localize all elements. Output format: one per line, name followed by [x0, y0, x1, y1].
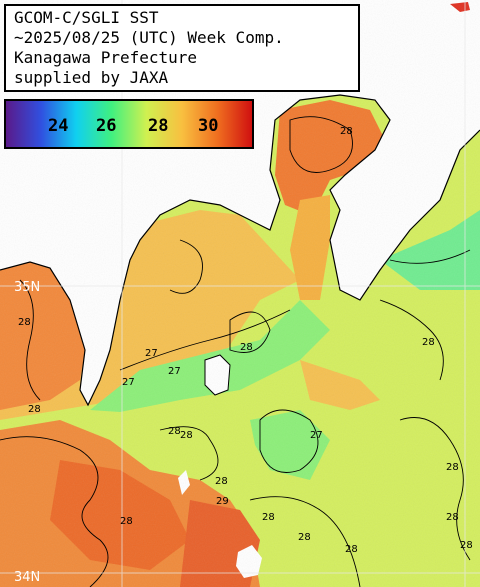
contour-label: 28: [215, 476, 228, 487]
contour-line: [379, 299, 444, 381]
coastline-island: [204, 354, 231, 396]
color-scale-bar: 24 26 28 30: [4, 99, 254, 149]
contour-label: 28: [340, 126, 353, 137]
colorbar-tick-30: 30: [198, 116, 219, 136]
lat-label-34n: 34N: [14, 570, 40, 585]
contour-label: 28: [262, 512, 275, 523]
colorbar-tick-28: 28: [148, 116, 169, 136]
date-line: ~2025/08/25 (UTC) Week Comp.: [14, 28, 284, 47]
contour-line: [229, 311, 271, 353]
contour-label: 28: [460, 540, 473, 551]
contour-label: 27: [122, 377, 135, 388]
colorbar-tick-24: 24: [48, 116, 69, 136]
sst-contours: [0, 116, 471, 587]
contour-label: 27: [145, 348, 158, 359]
contour-labels: 28 28 28 28 27 27 27 28 28 28 29 28 28 2…: [18, 126, 473, 555]
contour-label: 28: [446, 462, 459, 473]
contour-label: 28: [180, 430, 193, 441]
region-line: Kanagawa Prefecture: [14, 48, 198, 67]
contour-label: 28: [298, 532, 311, 543]
contour-label: 29: [216, 496, 229, 507]
contour-line: [159, 426, 219, 481]
contour-label: 27: [310, 430, 323, 441]
coastline: [0, 94, 480, 407]
contour-label: 28: [168, 426, 181, 437]
contour-label: 28: [446, 512, 459, 523]
contour-line: [169, 239, 203, 294]
contour-label: 27: [168, 366, 181, 377]
contour-line: [249, 496, 361, 587]
lat-label-35n: 35N: [14, 280, 40, 295]
contour-label: 28: [422, 337, 435, 348]
contour-line: [399, 417, 471, 561]
info-box: GCOM-C/SGLI SST ~2025/08/25 (UTC) Week C…: [4, 4, 360, 92]
contour-label: 28: [240, 342, 253, 353]
contour-line: [259, 409, 319, 473]
contour-label: 28: [120, 516, 133, 527]
contour-label: 28: [28, 404, 41, 415]
contour-line: [389, 249, 471, 264]
contour-line: [0, 436, 109, 587]
contour-label: 28: [18, 317, 31, 328]
credit-line: supplied by JAXA: [14, 68, 169, 87]
product-title: GCOM-C/SGLI SST: [14, 8, 159, 27]
colorbar-tick-26: 26: [96, 116, 117, 136]
contour-label: 28: [345, 544, 358, 555]
contour-line: [289, 116, 353, 173]
contour-line: [19, 279, 41, 401]
